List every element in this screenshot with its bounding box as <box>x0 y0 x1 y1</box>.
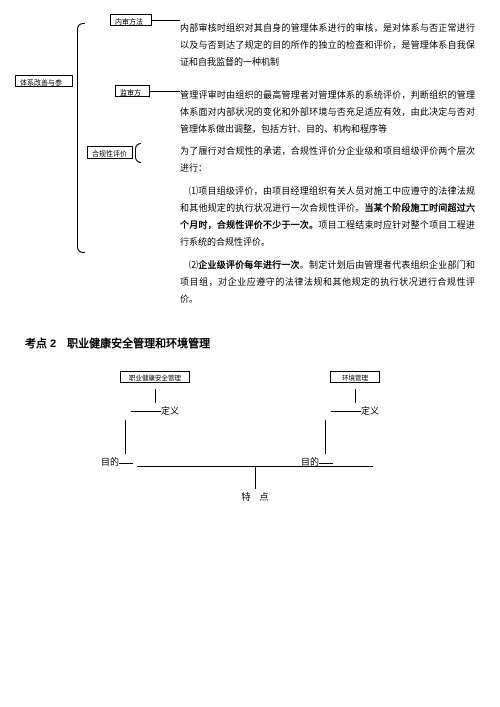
para-internal-audit: 内部审核时组织对其自身的管理体系进行的审核，是对体系与否正常进行以及与否到达了规… <box>180 20 475 71</box>
label-feature: 特 点 <box>241 492 268 502</box>
label-def-left: 定义 <box>161 403 179 420</box>
section-1: 内审方法 内部审核时组织对其自身的管理体系进行的审核，是对体系与否正常进行以及与… <box>25 20 475 308</box>
hline-r-pur <box>319 463 333 464</box>
p5-bold: 企业级评价每年进行一次 <box>198 260 300 270</box>
hline-l-def <box>131 411 161 412</box>
connector-2 <box>150 91 180 92</box>
para-management-review: 管理评审时由组织的最高管理者对管理体系的系统评价，判断组织的管理体系面对内部状况… <box>180 75 475 138</box>
box-internal-audit: 内审方法 <box>110 14 152 26</box>
connector-1 <box>152 20 180 21</box>
p5-prefix: ⑵ <box>189 260 198 270</box>
section-2-title: 考点 2 职业健康安全管理和环境管理 <box>25 334 475 355</box>
hline-l-pur <box>119 463 133 464</box>
box-env: 环境管理 <box>330 371 380 383</box>
vline-l2 <box>125 420 126 454</box>
para-compliance-intro: 为了履行对合规性的承诺，合规性评价分企业级和项目组级评价两个层次进行： <box>180 143 475 177</box>
diagram: 职业健康安全管理 定义 目的 环境管理 定义 目的 <box>65 371 445 505</box>
box-compliance: 合规性评价 <box>87 146 133 159</box>
row-1: 内审方法 内部审核时组织对其自身的管理体系进行的审核，是对体系与否正常进行以及与… <box>25 20 475 71</box>
label-def-right: 定义 <box>361 403 379 420</box>
box-system-improve: 体系改善与参核 <box>15 75 73 87</box>
row-3: 合规性评价 为了履行对合规性的承诺，合规性评价分企业级和项目组级评价两个层次进行… <box>25 143 475 309</box>
hline-r-def <box>331 411 361 412</box>
vline-center <box>255 467 256 489</box>
box-review: 监审方 <box>115 85 150 97</box>
para-compliance-item1: ⑴项目组级评价，由项目经理组织有关人员对施工中应遵守的法律法规和其他规定的执行状… <box>180 183 475 251</box>
vline-r1 <box>355 389 356 403</box>
para-compliance-item2: ⑵企业级评价每年进行一次。制定计划后由管理者代表组织企业部门和项目组，对企业应遵… <box>180 257 475 308</box>
bracket-sub <box>135 143 141 163</box>
row-2: 体系改善与参核 监审方 管理评审时由组织的最高管理者对管理体系的系统评价，判断组… <box>25 75 475 138</box>
vline-l1 <box>155 389 156 403</box>
vline-r2 <box>325 420 326 454</box>
box-ohs: 职业健康安全管理 <box>120 371 190 383</box>
